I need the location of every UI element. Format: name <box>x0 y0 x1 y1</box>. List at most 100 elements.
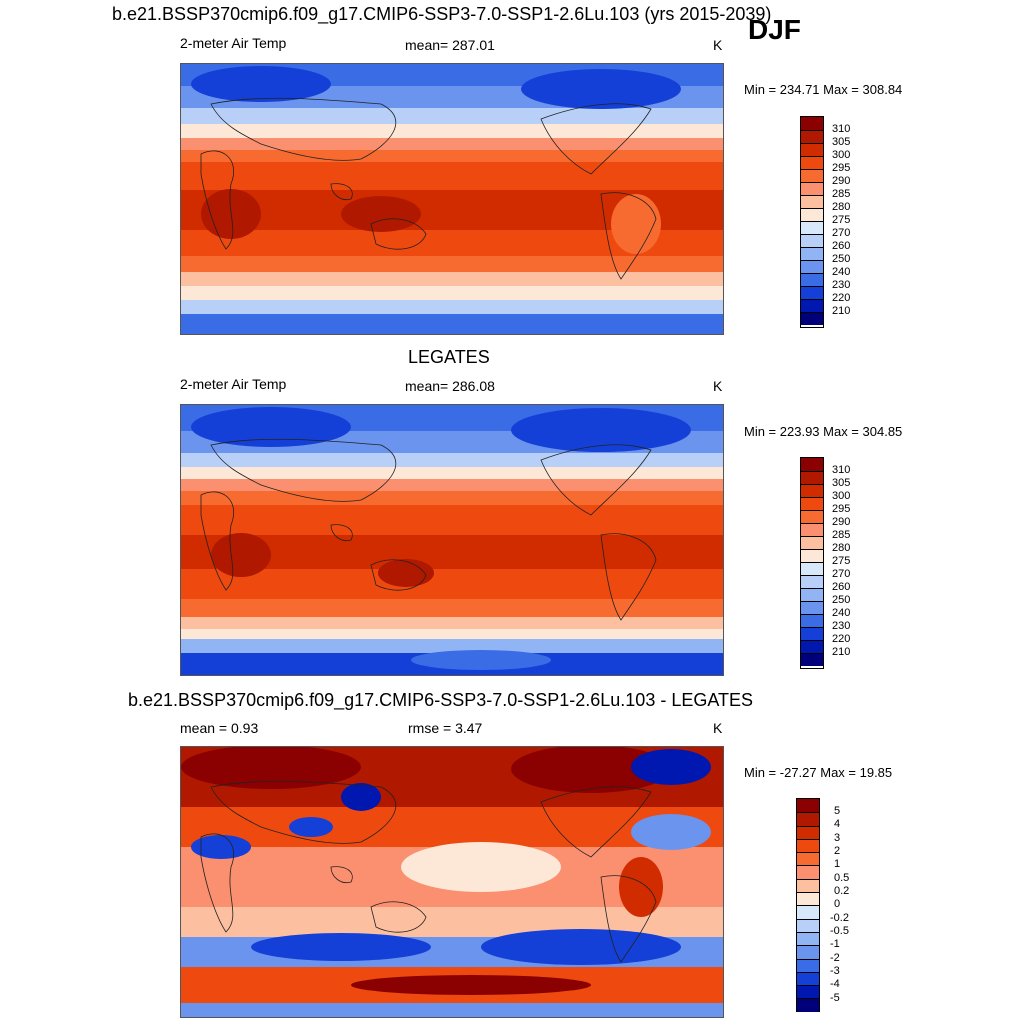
colorbar-tick-label: 230 <box>832 279 851 291</box>
colorbar-tick-label: 210 <box>832 305 851 317</box>
panel2-title: LEGATES <box>408 347 490 367</box>
colorbar-tick-label: 250 <box>832 253 851 265</box>
colorbar-swatch <box>801 208 823 221</box>
panel1-minmax: Min = 234.71 Max = 308.84 <box>744 82 903 97</box>
panel2-units-label: K <box>713 378 723 394</box>
colorbar-tick-label: 240 <box>832 266 851 278</box>
panel2-minmax: Min = 223.93 Max = 304.85 <box>744 424 903 439</box>
colorbar-tick-label: -4 <box>830 978 840 990</box>
colorbar-swatch <box>797 958 819 972</box>
colorbar-tick-label: 305 <box>832 136 851 148</box>
colorbar-tick-label: 260 <box>832 240 851 252</box>
panel2-variable-label: 2-meter Air Temp <box>180 376 287 392</box>
colorbar-swatch <box>801 640 823 653</box>
colorbar-swatch <box>801 601 823 614</box>
colorbar-tick-label: 0.2 <box>834 885 850 897</box>
colorbar-swatch <box>797 918 819 932</box>
colorbar-tick-label: 220 <box>832 292 851 304</box>
colorbar-tick-label: -0.2 <box>830 912 849 924</box>
colorbar-swatch <box>801 273 823 286</box>
panel1-units-label: K <box>713 37 723 53</box>
colorbar-swatch <box>801 523 823 536</box>
colorbar-swatch <box>797 985 819 999</box>
colorbar-tick-label: 290 <box>832 516 851 528</box>
colorbar-swatch <box>797 852 819 866</box>
colorbar-tick-label: 240 <box>832 607 851 619</box>
colorbar-tick-label: 300 <box>832 490 851 502</box>
panel2-temperature-field <box>181 405 723 675</box>
panel3-difference-field <box>181 747 723 1017</box>
colorbar-tick-label: 275 <box>832 555 851 567</box>
colorbar-swatch <box>797 998 819 1012</box>
colorbar-swatch <box>797 931 819 946</box>
colorbar-swatch <box>801 130 823 143</box>
colorbar-tick-label: 300 <box>832 149 851 161</box>
panel3-units-label: K <box>713 720 723 736</box>
panel1-variable-label: 2-meter Air Temp <box>180 35 287 51</box>
colorbar-tick-label: 1 <box>834 858 841 870</box>
colorbar-swatch <box>801 195 823 208</box>
colorbar-swatch <box>801 458 823 471</box>
panel2-mean-label: mean= 286.08 <box>405 378 495 394</box>
colorbar-swatch <box>801 471 823 484</box>
colorbar-swatch <box>797 812 819 826</box>
panel3-title: b.e21.BSSP370cmip6.f09_g17.CMIP6-SSP3-7.… <box>128 690 754 710</box>
panel1-map <box>180 63 724 335</box>
colorbar-swatch <box>801 260 823 273</box>
colorbar-swatch <box>801 614 823 627</box>
colorbar-tick-label: -1 <box>830 938 840 950</box>
colorbar-tick-label: 280 <box>832 542 851 554</box>
colorbar-swatch <box>801 286 823 299</box>
colorbar-tick-label: 280 <box>832 201 851 213</box>
colorbar-tick-label: 275 <box>832 214 851 226</box>
panel1-title: b.e21.BSSP370cmip6.f09_g17.CMIP6-SSP3-7.… <box>112 4 772 24</box>
colorbar-swatch <box>797 945 819 959</box>
colorbar-swatch <box>801 536 823 549</box>
panel3-mean-label: mean = 0.93 <box>180 720 259 736</box>
colorbar-swatch <box>801 299 823 312</box>
colorbar-swatch <box>801 143 823 156</box>
colorbar-tick-label: 4 <box>834 818 841 830</box>
colorbar-swatch <box>797 838 819 853</box>
colorbar-swatch <box>797 905 819 919</box>
colorbar-tick-label: 260 <box>832 581 851 593</box>
panel3-map <box>180 746 724 1018</box>
colorbar-swatch <box>797 799 819 813</box>
colorbar-tick-label: 290 <box>832 175 851 187</box>
colorbar-tick-label: 0.5 <box>834 872 850 884</box>
panel2-map <box>180 404 724 676</box>
colorbar-tick-label: 5 <box>834 805 841 817</box>
colorbar-swatch <box>801 156 823 169</box>
colorbar-swatch <box>797 878 819 893</box>
colorbar-tick-label: 305 <box>832 477 851 489</box>
colorbar-swatch <box>801 653 823 666</box>
colorbar-tick-label: -0.5 <box>830 925 849 937</box>
colorbar-tick-label: 230 <box>832 620 851 632</box>
colorbar-swatch <box>801 182 823 195</box>
colorbar-tick-label: -2 <box>830 952 840 964</box>
colorbar-tick-label: 250 <box>832 594 851 606</box>
colorbar-swatch <box>801 549 823 562</box>
colorbar-swatch <box>801 221 823 234</box>
colorbar-tick-label: 295 <box>832 162 851 174</box>
colorbar-swatch <box>801 117 823 130</box>
colorbar-swatch <box>797 892 819 906</box>
colorbar-swatch <box>801 234 823 247</box>
colorbar-swatch <box>801 312 823 325</box>
panel1-mean-label: mean= 287.01 <box>405 37 495 53</box>
colorbar-swatch <box>801 497 823 510</box>
panel3-minmax: Min = -27.27 Max = 19.85 <box>744 765 893 780</box>
colorbar-swatch <box>801 247 823 260</box>
colorbar-tick-label: 2 <box>834 845 841 857</box>
colorbar-swatch <box>801 575 823 588</box>
colorbar-tick-label: 310 <box>832 464 851 476</box>
colorbar-swatch <box>797 825 819 839</box>
colorbar-tick-label: 0 <box>834 898 841 910</box>
panel3-colorbar <box>796 798 820 1012</box>
colorbar-tick-label: -5 <box>830 992 840 1004</box>
colorbar-tick-label: 295 <box>832 503 851 515</box>
colorbar-tick-label: 285 <box>832 188 851 200</box>
colorbar-swatch <box>801 169 823 182</box>
panel1-colorbar <box>800 116 824 328</box>
season-label: DJF <box>748 14 801 45</box>
